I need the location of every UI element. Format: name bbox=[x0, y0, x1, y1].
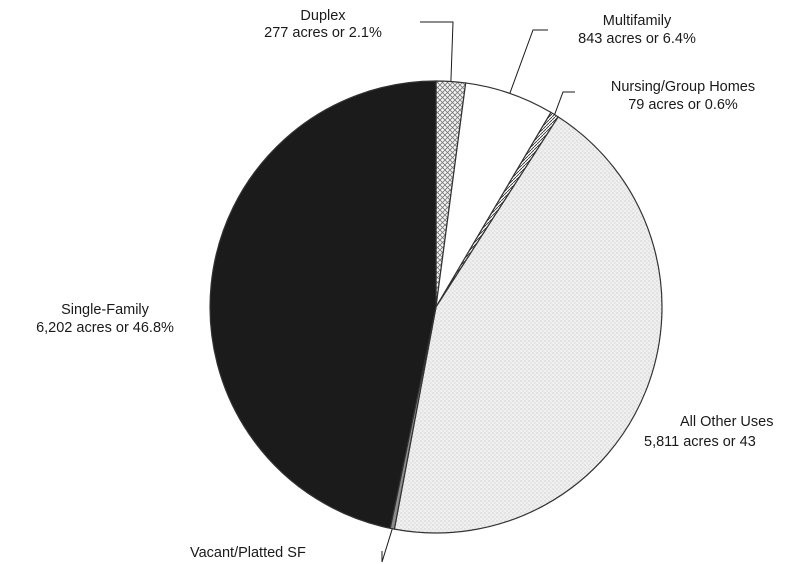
slice-label-all-other-value: 5,811 acres or 43 bbox=[644, 434, 756, 450]
pie-slice-all-other-uses bbox=[393, 116, 663, 534]
label-leader-lines bbox=[381, 21, 575, 563]
slice-label-single-family-value: 6,202 acres or 46.8% bbox=[36, 320, 174, 336]
slice-label-nursing-value: 79 acres or 0.6% bbox=[628, 97, 738, 113]
slice-label-duplex-value: 277 acres or 2.1% bbox=[264, 25, 382, 41]
slice-label-duplex-name: Duplex bbox=[300, 8, 346, 24]
pie-slice-single-family bbox=[209, 80, 437, 530]
slice-label-multifamily-name: Multifamily bbox=[603, 13, 672, 29]
slice-label-vacant-name: Vacant/Platted SF bbox=[190, 545, 306, 561]
slice-label-all-other-name: All Other Uses bbox=[680, 414, 773, 430]
leader-line-multifamily bbox=[509, 29, 548, 94]
slice-label-multifamily-value: 843 acres or 6.4% bbox=[578, 31, 696, 47]
slice-label-nursing-name: Nursing/Group Homes bbox=[611, 79, 755, 95]
leader-line-duplex bbox=[420, 21, 454, 82]
leader-line-nursing-group-homes bbox=[554, 91, 575, 115]
slice-label-single-family-name: Single-Family bbox=[61, 302, 150, 318]
pie-slices bbox=[209, 80, 663, 534]
leader-line-vacant-platted-sf bbox=[381, 528, 393, 563]
